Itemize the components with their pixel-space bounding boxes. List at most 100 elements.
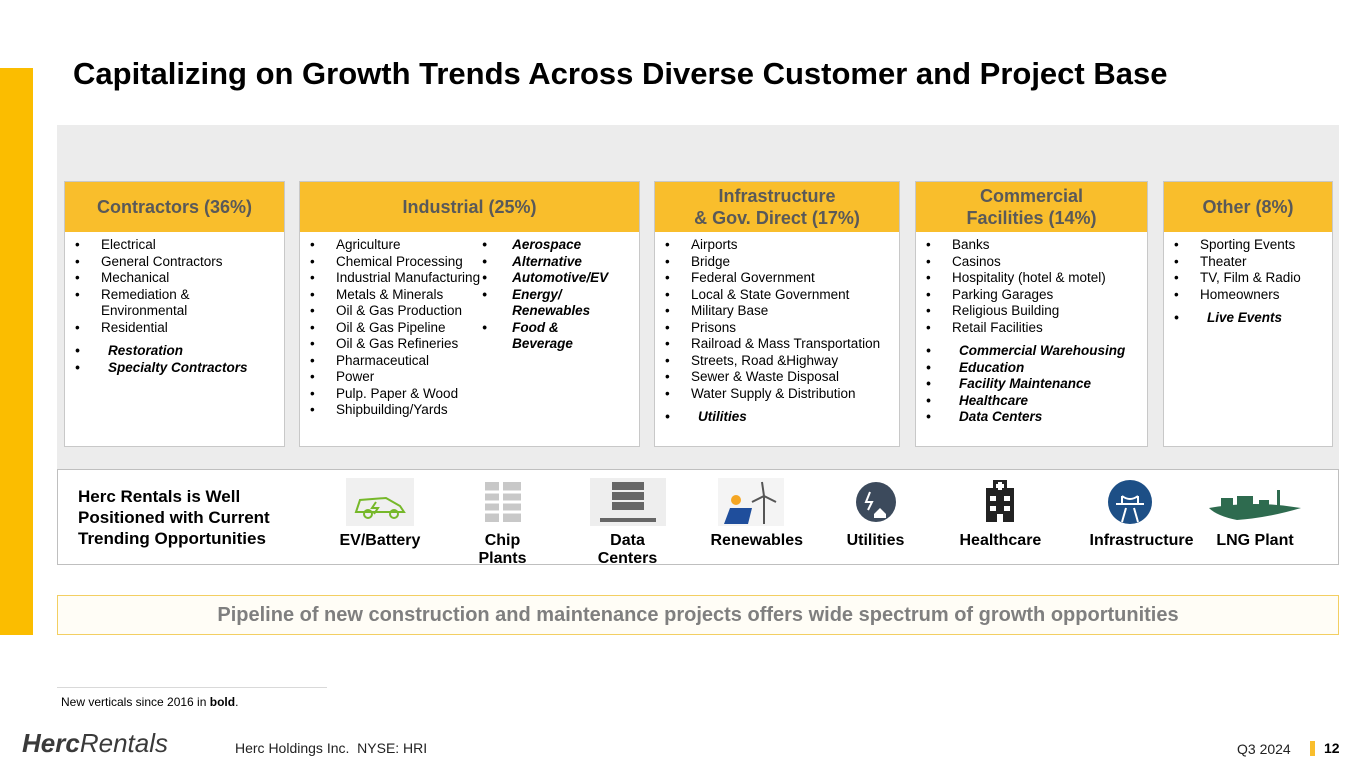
new-item: Food & Beverage [482,320,610,353]
segment-card: Commercial Facilities (14%)BanksCasinosH… [915,181,1148,447]
trend-item: EV/Battery [317,478,442,550]
trend-item: Data Centers [565,478,690,568]
item: Remediation & Environmental [75,287,278,320]
infrastructure-icon [1107,480,1152,524]
item: Agriculture [310,237,480,254]
footnote-emphasis: bold [209,695,236,709]
segment-lists: Sporting EventsTheaterTV, Film & RadioHo… [1172,237,1326,327]
logo-text: Rentals [79,728,168,758]
ev-icon [345,478,414,526]
trend-item: Utilities [813,478,938,550]
item: Sporting Events [1174,237,1326,254]
chip-icon [484,482,521,522]
item: Oil & Gas Refineries [310,336,480,353]
trend-label: Herc Rentals is Well Positioned with Cur… [78,487,270,548]
banner: Pipeline of new construction and mainten… [57,595,1339,635]
segment-body: BanksCasinosHospitality (hotel & motel)P… [916,232,1147,426]
item: Bridge [665,254,893,271]
segment-header: Industrial (25%) [300,182,639,232]
segment-body: AirportsBridgeFederal GovernmentLocal & … [655,232,899,426]
item: Pulp. Paper & Wood [310,386,480,403]
datacenter-icon [589,478,666,526]
segment-card: Other (8%)Sporting EventsTheaterTV, Film… [1163,181,1333,447]
item: Pharmaceutical [310,353,480,370]
new-item: Automotive/EV [482,270,610,287]
item: Metals & Minerals [310,287,480,304]
item: Local & State Government [665,287,893,304]
segment-lists: BanksCasinosHospitality (hotel & motel)P… [924,237,1141,426]
item-list: AirportsBridgeFederal GovernmentLocal & … [663,237,893,402]
segment-card: Infrastructure & Gov. Direct (17%)Airpor… [654,181,900,447]
new-item: Live Events [1174,310,1326,327]
trend-name: Infrastructure [1089,532,1194,549]
item: Streets, Road &Highway [665,353,893,370]
item: Oil & Gas Production [310,303,480,320]
segment-body: Sporting EventsTheaterTV, Film & RadioHo… [1164,232,1332,327]
footnote-text: . [235,695,239,709]
new-item: Commercial Warehousing [926,343,1141,360]
segment-lists: ElectricalGeneral ContractorsMechanicalR… [73,237,278,376]
new-item: Aerospace [482,237,610,254]
item: Hospitality (hotel & motel) [926,270,1141,287]
item: Parking Garages [926,287,1141,304]
new-item-list: Utilities [663,409,893,426]
new-item-list: Commercial WarehousingEducationFacility … [924,343,1141,426]
trend-item: Infrastructure [1067,478,1194,550]
item: General Contractors [75,254,278,271]
footnote-text: New verticals since 2016 in [61,695,210,709]
healthcare-icon [985,480,1014,522]
item: Electrical [75,237,278,254]
segment-body: ElectricalGeneral ContractorsMechanicalR… [65,232,284,376]
item: Military Base [665,303,893,320]
segment-body: AgricultureChemical ProcessingIndustrial… [300,232,639,419]
segment-card: Contractors (36%)ElectricalGeneral Contr… [64,181,285,447]
item: Religious Building [926,303,1141,320]
trend-name: EV/Battery [339,532,421,549]
item: Railroad & Mass Transportation [665,336,893,353]
item: Banks [926,237,1141,254]
item: Sewer & Waste Disposal [665,369,893,386]
trend-box: Herc Rentals is Well Positioned with Cur… [57,469,1339,568]
item: Retail Facilities [926,320,1141,337]
segment-header: Infrastructure & Gov. Direct (17%) [655,182,899,232]
trend-name: Utilities [846,532,905,549]
segment-lists: AgricultureChemical ProcessingIndustrial… [308,237,480,419]
new-item: Specialty Contractors [75,360,278,377]
page-marker [1310,741,1315,756]
new-item: Data Centers [926,409,1141,426]
segment-lists: AirportsBridgeFederal GovernmentLocal & … [663,237,893,426]
new-item-list: Live Events [1172,310,1326,327]
trend-name: Chip Plants [478,532,527,567]
item: Homeowners [1174,287,1326,304]
segment-card: Industrial (25%)AgricultureChemical Proc… [299,181,640,447]
new-item-list: AerospaceAlternativeAutomotive/EVEnergy/… [480,237,610,419]
item: Chemical Processing [310,254,480,271]
segment-header: Contractors (36%) [65,182,284,232]
new-item: Energy/ Renewables [482,287,610,320]
item: Power [310,369,480,386]
trend-name: Data Centers [597,532,658,567]
item: Industrial Manufacturing [310,270,480,287]
footnote: New verticals since 2016 in bold. [61,695,238,709]
company: Herc Holdings Inc. NYSE: HRI [235,740,428,756]
item: Shipbuilding/Yards [310,402,480,419]
utilities-icon [855,482,896,522]
new-item: Alternative [482,254,610,271]
item: Airports [665,237,893,254]
segment-header: Other (8%) [1164,182,1332,232]
trend-item: Healthcare [937,478,1062,550]
item-list: Sporting EventsTheaterTV, Film & RadioHo… [1172,237,1326,303]
slide-title: Capitalizing on Growth Trends Across Div… [73,56,1168,91]
trend-item: LNG Plant [1185,478,1325,550]
item-list: ElectricalGeneral ContractorsMechanicalR… [73,237,278,336]
footnote-rule [57,687,327,688]
trend-name: Renewables [710,532,803,549]
item-list: BanksCasinosHospitality (hotel & motel)P… [924,237,1141,336]
item: Oil & Gas Pipeline [310,320,480,337]
new-item: Utilities [665,409,893,426]
item: Theater [1174,254,1326,271]
trend-item: Renewables [688,478,813,550]
trend-name: Healthcare [959,532,1042,549]
new-item: Facility Maintenance [926,376,1141,393]
item: Casinos [926,254,1141,271]
